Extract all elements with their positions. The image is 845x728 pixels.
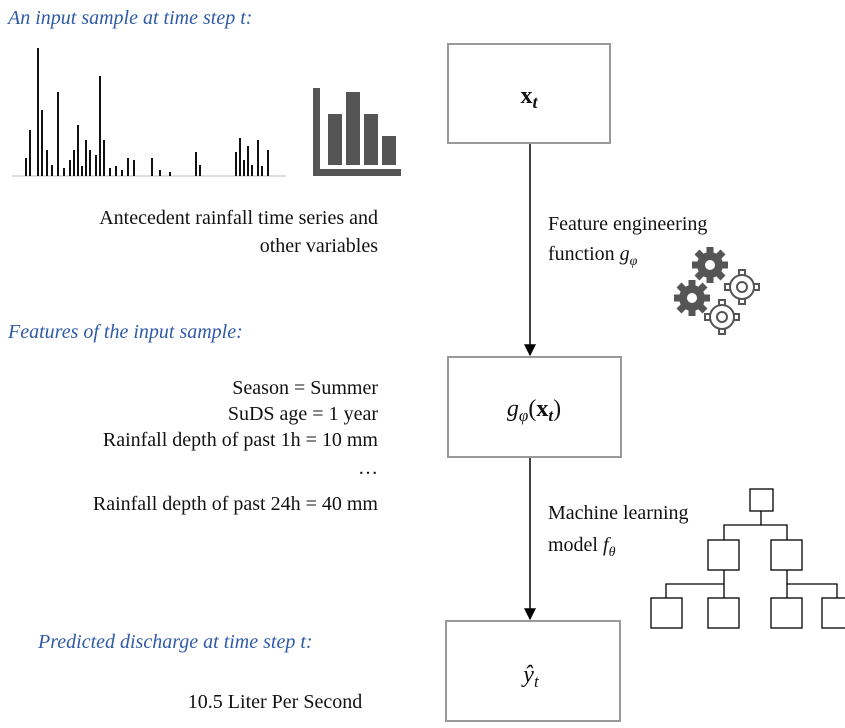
label-part: ) xyxy=(553,396,561,422)
label-part: t xyxy=(534,672,540,691)
node-label: gφ(xt) xyxy=(507,396,561,425)
features-heading: Features of the input sample: xyxy=(7,321,243,343)
label-part: φ xyxy=(519,406,528,425)
feature-line: SuDS age = 1 year xyxy=(228,403,378,425)
edge-label: function gφ xyxy=(548,243,638,269)
label-part: t xyxy=(548,406,554,425)
rainfall-series xyxy=(12,48,286,177)
prediction-value: 10.5 Liter Per Second xyxy=(188,691,362,713)
description-line: Antecedent rainfall time series and xyxy=(99,207,378,229)
tree-icon xyxy=(650,488,845,629)
bar-icon xyxy=(313,88,401,176)
node-box xyxy=(445,620,621,722)
label-part: θ xyxy=(609,545,616,560)
label-part: x xyxy=(520,83,532,109)
input-heading: An input sample at time step t: xyxy=(6,7,252,29)
description-line: other variables xyxy=(260,235,378,257)
gears-icon xyxy=(674,247,760,335)
prediction-heading: Predicted discharge at time step t: xyxy=(37,631,313,653)
label-part: g xyxy=(507,396,519,422)
label-part: φ xyxy=(630,254,638,269)
label-part: t xyxy=(532,92,538,112)
edge-label: Machine learning xyxy=(548,502,689,524)
label-part: ( xyxy=(528,396,536,422)
label-part: ŷ xyxy=(521,662,534,688)
feature-line: Rainfall depth of past 24h = 40 mm xyxy=(93,493,379,515)
feature-line: Season = Summer xyxy=(232,377,378,399)
node-label: xt xyxy=(520,83,538,112)
edge-label: Feature engineering xyxy=(548,213,707,235)
node-box xyxy=(447,43,611,144)
feature-line: … xyxy=(358,457,378,479)
edge-label: model fθ xyxy=(548,534,616,560)
label-part: function xyxy=(548,243,620,265)
label-part: x xyxy=(536,396,548,422)
feature-line: Rainfall depth of past 1h = 10 mm xyxy=(103,429,379,451)
label-part: model xyxy=(548,534,603,556)
node-label: ŷt xyxy=(521,662,540,691)
node-box xyxy=(447,356,622,458)
label-part: g xyxy=(620,243,630,265)
label-part: f xyxy=(603,534,611,556)
